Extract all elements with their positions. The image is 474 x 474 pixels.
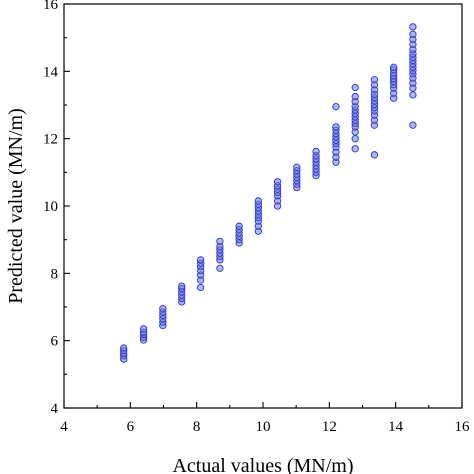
y-tick-label: 10 <box>43 199 58 215</box>
x-axis-ticks: 4 6 8 10 12 14 16 <box>60 402 470 435</box>
x-tick-label: 10 <box>256 419 271 435</box>
y-tick-label: 6 <box>51 334 59 350</box>
data-point <box>409 121 417 129</box>
data-point <box>370 76 379 84</box>
data-point <box>159 305 167 313</box>
data-point <box>332 123 340 131</box>
data-point <box>390 63 398 71</box>
data-point <box>196 283 205 292</box>
data-point <box>254 197 263 205</box>
data-point <box>332 103 340 111</box>
x-axis-title: Actual values (MN/m) <box>172 455 353 474</box>
data-points <box>120 23 417 363</box>
data-point <box>293 163 301 171</box>
y-axis-ticks: 4 6 8 10 12 14 16 <box>43 0 70 417</box>
data-point <box>235 222 243 230</box>
y-tick-label: 16 <box>43 0 59 13</box>
y-tick-label: 12 <box>43 132 58 148</box>
data-point <box>409 30 417 38</box>
data-point <box>370 151 379 159</box>
y-tick-label: 4 <box>51 401 59 417</box>
y-tick-label: 14 <box>43 64 59 80</box>
data-point <box>351 92 359 101</box>
data-point <box>312 147 320 156</box>
data-point <box>139 325 148 333</box>
x-tick-label: 6 <box>127 419 135 435</box>
data-point <box>409 91 417 99</box>
x-tick-label: 4 <box>60 419 68 435</box>
data-point <box>351 145 359 153</box>
y-tick-label: 8 <box>51 266 59 282</box>
data-point <box>216 237 224 246</box>
data-point <box>120 344 128 352</box>
data-point <box>409 23 417 31</box>
data-point <box>178 282 186 290</box>
x-tick-label: 14 <box>388 419 404 435</box>
data-point <box>273 178 282 186</box>
x-tick-label: 16 <box>455 419 471 435</box>
data-point <box>216 264 224 272</box>
x-tick-label: 12 <box>322 419 337 435</box>
x-tick-label: 8 <box>193 419 201 435</box>
data-point <box>351 135 359 143</box>
data-point <box>351 83 359 92</box>
y-axis-title: Predicted value (MN/m) <box>5 108 27 304</box>
data-point <box>196 256 205 264</box>
